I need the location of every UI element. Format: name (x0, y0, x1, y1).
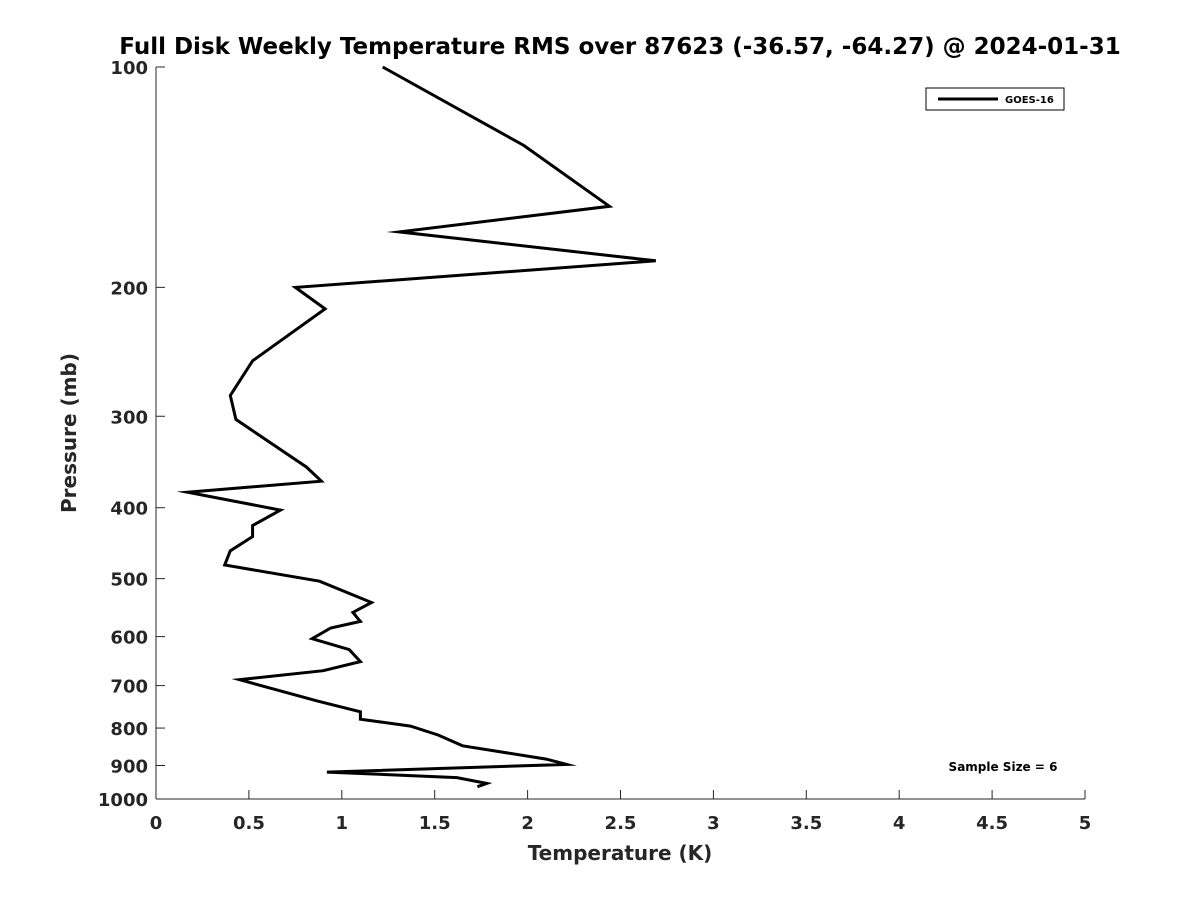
y-tick-label: 800 (110, 719, 148, 740)
x-tick-label: 2.5 (605, 813, 637, 834)
x-tick-label: 0 (150, 813, 163, 834)
x-tick-label: 4 (893, 813, 906, 834)
x-tick-label: 0.5 (233, 813, 265, 834)
sample-size-annotation: Sample Size = 6 (949, 760, 1058, 774)
x-tick-label: 3.5 (790, 813, 822, 834)
series-layer (176, 65, 656, 789)
series-line-goes-16 (176, 65, 656, 789)
y-tick-label: 1000 (98, 790, 148, 811)
y-tick-label: 900 (110, 757, 148, 778)
y-axis-ticks: 100 200 300 400 500 600 700 800 900 1000 (98, 58, 165, 811)
y-tick-label: 500 (110, 570, 148, 591)
chart-title: Full Disk Weekly Temperature RMS over 87… (119, 34, 1121, 60)
x-axis-label: Temperature (K) (528, 841, 713, 865)
y-tick-label: 200 (110, 278, 148, 299)
plot-axes (155, 67, 1085, 800)
y-tick-label: 300 (110, 407, 148, 428)
x-tick-label: 4.5 (976, 813, 1008, 834)
legend: GOES-16 (925, 87, 1065, 111)
x-tick-label: 1 (336, 813, 349, 834)
y-axis-label: Pressure (mb) (57, 353, 81, 513)
x-tick-label: 5 (1079, 813, 1092, 834)
x-tick-label: 1.5 (419, 813, 451, 834)
legend-label-goes-16: GOES-16 (1005, 95, 1054, 106)
x-axis-ticks: 0 0.5 1 1.5 2 2.5 3 3.5 4 4.5 5 (150, 790, 1092, 834)
x-tick-label: 2 (521, 813, 534, 834)
y-tick-label: 400 (110, 499, 148, 520)
y-tick-label: 100 (110, 58, 148, 79)
y-tick-label: 700 (110, 677, 148, 698)
x-tick-label: 3 (707, 813, 720, 834)
y-tick-label: 600 (110, 628, 148, 649)
